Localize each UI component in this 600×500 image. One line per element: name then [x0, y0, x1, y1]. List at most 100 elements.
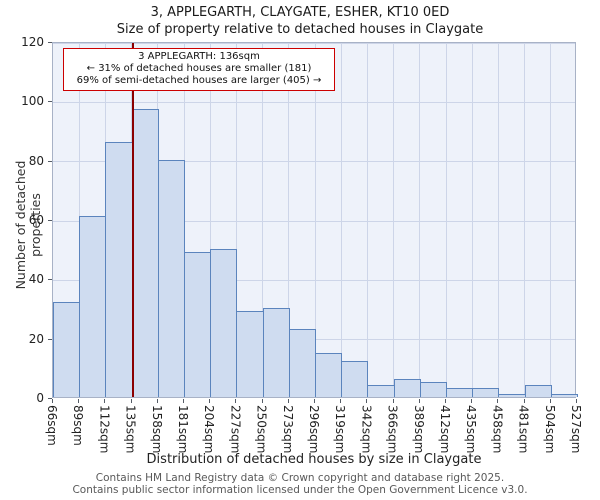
grid-line-vertical	[314, 43, 316, 397]
x-tick-mark	[156, 399, 158, 403]
y-tick-mark	[48, 220, 52, 221]
histogram-bar	[550, 394, 578, 397]
y-tick-mark	[48, 42, 52, 43]
x-tick-label: 342sqm	[359, 405, 374, 454]
x-tick-label: 135sqm	[123, 405, 138, 454]
x-tick-label: 366sqm	[385, 405, 400, 454]
x-tick-label: 435sqm	[464, 405, 479, 454]
grid-line-horizontal	[53, 101, 575, 103]
histogram-bar	[446, 388, 474, 397]
x-tick-label: 204sqm	[202, 405, 217, 454]
x-tick-mark	[523, 399, 525, 403]
x-tick-label: 66sqm	[45, 405, 59, 446]
chart-subtitle: Size of property relative to detached ho…	[116, 22, 484, 37]
histogram-bar	[131, 109, 159, 397]
grid-line-vertical	[340, 43, 342, 397]
grid-line-vertical	[550, 43, 552, 397]
y-tick-mark	[48, 398, 52, 399]
x-axis-label: Distribution of detached houses by size …	[146, 452, 482, 467]
x-tick-label: 181sqm	[176, 405, 190, 454]
grid-line-vertical	[235, 43, 237, 397]
y-tick-label: 20	[28, 331, 44, 346]
x-tick-mark	[418, 399, 420, 403]
histogram-bar	[393, 379, 421, 397]
histogram-bar	[524, 385, 552, 397]
x-tick-mark	[366, 399, 368, 403]
x-tick-label: 273sqm	[280, 405, 295, 454]
x-tick-mark	[52, 399, 53, 403]
histogram-bar	[341, 361, 369, 397]
histogram-bar	[53, 302, 81, 397]
footer-attribution-line2: Contains public sector information licen…	[72, 484, 528, 496]
histogram-bar	[288, 328, 316, 397]
y-tick-label: 120	[21, 35, 44, 49]
histogram-bar	[210, 248, 238, 397]
histogram-bar	[236, 310, 264, 397]
x-tick-label: 458sqm	[490, 405, 505, 454]
annotation-box: 3 APPLEGARTH: 136sqm ← 31% of detached h…	[63, 48, 335, 91]
grid-line-vertical	[497, 43, 499, 397]
x-tick-label: 158sqm	[149, 405, 164, 454]
x-tick-label: 527sqm	[569, 405, 583, 454]
x-tick-mark	[392, 399, 394, 403]
histogram-bar	[367, 385, 395, 397]
x-tick-mark	[183, 399, 184, 403]
grid-line-vertical	[471, 43, 473, 397]
annotation-property-label: 3 APPLEGARTH: 136sqm	[138, 51, 260, 62]
x-tick-mark	[261, 399, 263, 403]
x-tick-mark	[209, 399, 211, 403]
x-tick-label: 412sqm	[438, 405, 452, 454]
histogram-bar	[105, 141, 133, 397]
x-tick-mark	[471, 399, 473, 403]
histogram-bar	[472, 388, 500, 397]
y-tick-label: 80	[28, 153, 44, 168]
histogram-bar	[315, 352, 343, 397]
histogram-bar	[498, 394, 526, 397]
histogram-bar	[262, 308, 290, 397]
grid-line-vertical	[366, 43, 368, 397]
plot-area: 3 APPLEGARTH: 136sqm ← 31% of detached h…	[52, 42, 578, 398]
y-tick-label: 0	[36, 391, 44, 405]
footer-attribution-line1: Contains HM Land Registry data © Crown c…	[95, 472, 505, 484]
x-tick-mark	[78, 399, 80, 403]
grid-line-horizontal	[53, 161, 575, 163]
x-tick-mark	[340, 399, 342, 403]
y-tick-label: 40	[28, 272, 44, 287]
y-tick-label: 100	[21, 94, 44, 109]
x-tick-label: 89sqm	[71, 405, 86, 446]
grid-line-vertical	[288, 43, 290, 397]
histogram-bar	[184, 251, 212, 397]
histogram-bar	[79, 216, 107, 397]
y-tick-label: 60	[28, 213, 44, 227]
grid-line-horizontal	[53, 279, 575, 281]
x-tick-label: 112sqm	[97, 405, 112, 454]
x-tick-label: 504sqm	[542, 405, 557, 454]
grid-line-vertical	[262, 43, 264, 397]
x-tick-mark	[314, 399, 315, 403]
annotation-larger-stat: 69% of semi-detached houses are larger (…	[76, 75, 322, 86]
x-tick-label: 319sqm	[333, 405, 348, 454]
x-tick-label: 296sqm	[307, 405, 321, 454]
x-tick-label: 250sqm	[254, 405, 269, 454]
grid-line-horizontal	[53, 42, 575, 44]
chart-title: 3, APPLEGARTH, CLAYGATE, ESHER, KT10 0ED	[150, 5, 450, 20]
x-tick-mark	[576, 399, 577, 403]
x-tick-mark	[497, 399, 499, 403]
y-tick-mark	[48, 101, 52, 103]
y-tick-mark	[48, 160, 52, 162]
x-tick-mark	[445, 399, 446, 403]
grid-line-vertical	[209, 43, 211, 397]
histogram-bar	[157, 159, 185, 397]
x-tick-label: 389sqm	[411, 405, 426, 454]
grid-line-vertical	[445, 43, 447, 397]
property-size-marker-line	[131, 43, 134, 397]
grid-line-vertical	[419, 43, 421, 397]
x-tick-mark	[130, 399, 132, 403]
x-tick-label: 481sqm	[516, 405, 531, 454]
x-tick-mark	[104, 399, 106, 403]
grid-line-horizontal	[53, 220, 575, 222]
y-tick-mark	[48, 279, 52, 281]
y-tick-mark	[48, 338, 52, 340]
grid-line-vertical	[393, 43, 395, 397]
